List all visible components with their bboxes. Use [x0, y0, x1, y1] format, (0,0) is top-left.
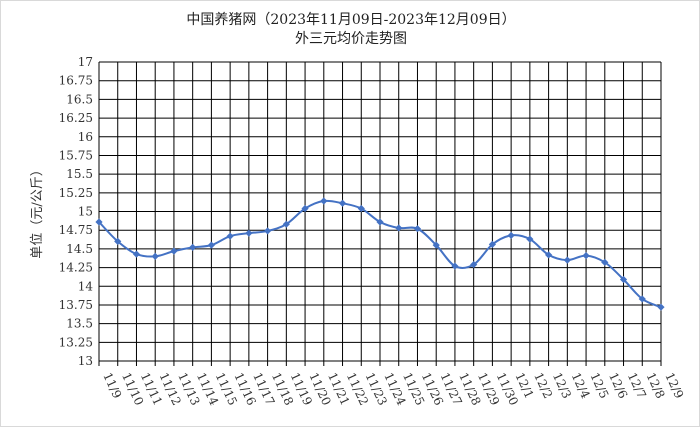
- data-point: [470, 260, 478, 269]
- data-point: [207, 241, 215, 249]
- data-point: [638, 295, 646, 303]
- data-point: [601, 258, 609, 266]
- data-point: [95, 218, 103, 226]
- y-tick-label: 16: [78, 130, 93, 144]
- data-point: [451, 262, 459, 270]
- data-point: [320, 197, 328, 205]
- data-point: [526, 235, 534, 243]
- y-tick-label: 13.25: [59, 335, 93, 349]
- data-point: [582, 252, 590, 260]
- y-tick-label: 16.25: [59, 111, 93, 125]
- y-tick-label: 14.5: [66, 242, 93, 256]
- data-point: [357, 204, 365, 213]
- y-tick-label: 16.5: [66, 92, 93, 106]
- data-point: [619, 275, 628, 284]
- data-point: [563, 256, 571, 264]
- y-tick-label: 14: [78, 279, 94, 293]
- data-point: [432, 241, 440, 249]
- y-tick-label: 14.75: [59, 223, 93, 237]
- data-point: [657, 303, 665, 311]
- data-point: [395, 224, 403, 232]
- y-tick-label: 15.5: [66, 167, 93, 181]
- data-point: [376, 218, 384, 226]
- data-point: [338, 199, 347, 207]
- data-point: [114, 237, 122, 245]
- data-point: [264, 227, 272, 235]
- y-axis-label: 单位（元/公斤）: [30, 163, 45, 258]
- y-tick-label: 17: [78, 55, 93, 69]
- y-tick-label: 15.75: [59, 148, 93, 162]
- data-point: [507, 231, 515, 240]
- data-point: [132, 250, 141, 258]
- data-point: [301, 204, 309, 213]
- data-point: [189, 243, 197, 251]
- data-point: [488, 240, 496, 248]
- y-tick-label: 15: [78, 205, 93, 219]
- y-tick-label: 16.75: [59, 74, 93, 88]
- data-point: [413, 225, 422, 233]
- y-tick-label: 14.25: [59, 261, 93, 275]
- x-tick-label: 12/9: [662, 370, 686, 400]
- y-tick-label: 15.25: [59, 186, 93, 200]
- data-point: [545, 251, 553, 259]
- data-point: [151, 252, 159, 260]
- chart-subtitle: 外三元均价走势图: [295, 31, 407, 47]
- y-tick-label: 13: [78, 354, 93, 368]
- data-point: [170, 247, 178, 255]
- y-tick-label: 13.75: [59, 298, 93, 312]
- data-point: [245, 229, 253, 237]
- data-point: [282, 220, 290, 228]
- y-tick-label: 13.5: [66, 317, 93, 331]
- chart-title: 中国养猪网（2023年11月09日-2023年12月09日）: [186, 12, 516, 28]
- data-point: [226, 232, 234, 240]
